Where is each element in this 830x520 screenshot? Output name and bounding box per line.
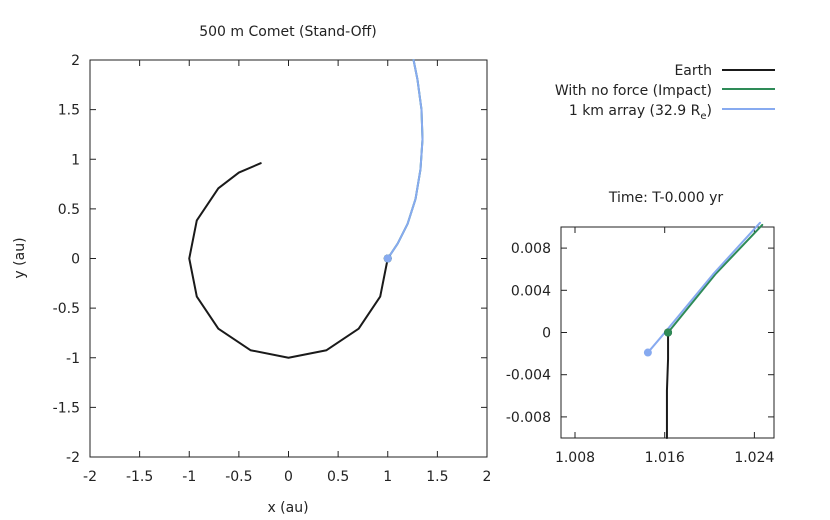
main-y-tick-label: -0.5 <box>53 301 80 317</box>
inset-chart-title: Time: T-0.000 yr <box>608 190 724 206</box>
main-x-tick-label: 2 <box>483 469 492 485</box>
inset-series-1-km-array-32-9-re <box>646 221 761 354</box>
inset-series-earth <box>665 331 670 439</box>
main-plot-lines <box>188 59 424 359</box>
main-x-tick-label: -2 <box>83 469 97 485</box>
inset-x-tick-label: 1.024 <box>734 450 774 466</box>
inset-marker-1-km-array-32-9-re <box>643 348 652 357</box>
inset-axis-ticks: 1.008 1.016 1.024 -0.008 -0.004 0 0.004 0.008 <box>506 227 775 466</box>
legend: Earth With no force (Impact) 1 km array … <box>555 63 775 122</box>
inset-x-tick-label: 1.016 <box>645 450 685 466</box>
main-y-tick-label: 1.5 <box>58 103 80 119</box>
main-y-tick-label: 0.5 <box>58 202 80 218</box>
main-chart-title: 500 m Comet (Stand-Off) <box>199 24 377 40</box>
legend-label-array-subscript: e <box>700 111 706 122</box>
legend-label-earth: Earth <box>674 63 712 79</box>
main-y-tick-label: -1.5 <box>53 400 80 416</box>
inset-y-tick-label: 0.004 <box>511 283 551 299</box>
main-y-tick-label: 2 <box>71 53 80 69</box>
inset-y-tick-label: -0.008 <box>506 410 551 426</box>
legend-label-impact: With no force (Impact) <box>555 83 712 99</box>
legend-label-array-suffix: ) <box>707 103 712 119</box>
main-x-axis-label: x (au) <box>267 500 308 516</box>
main-x-tick-label: 0.5 <box>327 469 349 485</box>
main-y-axis-label: y (au) <box>12 237 28 278</box>
main-x-tick-label: 1 <box>383 469 392 485</box>
main-series-1-km-array-32-9-re <box>386 59 424 260</box>
main-axis-ticks: -2 -1.5 -1 -0.5 0 0.5 1 1.5 2 -2 -1.5 -1 -0.5 0 0.5 1 1.… <box>53 53 492 485</box>
main-x-tick-label: -1 <box>182 469 196 485</box>
main-x-tick-label: 1.5 <box>426 469 448 485</box>
inset-y-tick-label: 0 <box>542 326 551 342</box>
inset-x-tick-label: 1.008 <box>555 450 595 466</box>
legend-label-array-main: 1 km array (32.9 R <box>569 103 701 119</box>
inset-y-tick-label: -0.004 <box>506 368 551 384</box>
inset-plot-lines <box>646 221 764 439</box>
inset-series-with-no-force-impact <box>667 223 764 334</box>
legend-label-array: 1 km array (32.9 Re) <box>569 103 712 122</box>
main-series-earth <box>188 162 389 359</box>
main-y-tick-label: -1 <box>66 351 80 367</box>
main-x-tick-label: -0.5 <box>225 469 252 485</box>
main-plot-frame <box>89 59 488 458</box>
inset-marker-with-no-force-impact <box>664 328 673 337</box>
main-y-tick-label: 0 <box>71 252 80 268</box>
main-y-tick-label: 1 <box>71 152 80 168</box>
inset-plot-markers <box>643 328 673 357</box>
main-marker-1-km-array-32-9-re <box>383 254 392 263</box>
main-x-tick-label: -1.5 <box>126 469 153 485</box>
main-x-tick-label: 0 <box>284 469 293 485</box>
main-plot-markers <box>383 254 392 263</box>
main-y-tick-label: -2 <box>66 450 80 466</box>
inset-y-tick-label: 0.008 <box>511 241 551 257</box>
